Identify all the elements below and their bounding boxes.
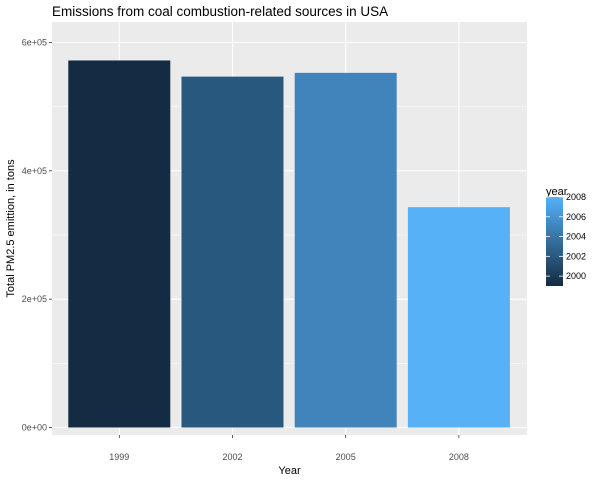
bars bbox=[68, 60, 510, 428]
legend: year 2000 2002 2004 2006 2008 bbox=[546, 186, 586, 286]
bar-2005 bbox=[294, 72, 397, 428]
bar-2008 bbox=[407, 207, 510, 428]
x-axis: 1999 2002 2005 2008 bbox=[109, 435, 469, 462]
legend-title: year bbox=[546, 186, 568, 198]
legend-tick-label: 2004 bbox=[566, 232, 586, 242]
x-axis-title: Year bbox=[278, 465, 301, 477]
legend-ticks: 2000 2002 2004 2006 2008 bbox=[546, 192, 586, 281]
y-tick-label: 0e+00 bbox=[22, 423, 47, 433]
y-axis: 0e+00 2e+05 4e+05 6e+05 bbox=[22, 38, 52, 433]
bar-1999 bbox=[68, 60, 171, 428]
legend-tick-label: 2002 bbox=[566, 251, 586, 261]
y-axis-title: Total PM2.5 emittion, in tons bbox=[5, 159, 17, 298]
legend-tick-label: 2008 bbox=[566, 192, 586, 202]
y-tick-label: 6e+05 bbox=[22, 38, 47, 48]
x-tick-label: 2002 bbox=[222, 452, 242, 462]
y-tick-label: 4e+05 bbox=[22, 166, 47, 176]
y-tick-label: 2e+05 bbox=[22, 294, 47, 304]
x-tick-label: 2005 bbox=[336, 452, 356, 462]
legend-tick-label: 2006 bbox=[566, 212, 586, 222]
x-tick-label: 2008 bbox=[449, 452, 469, 462]
x-tick-label: 1999 bbox=[109, 452, 129, 462]
legend-tick-label: 2000 bbox=[566, 271, 586, 281]
legend-colorbar bbox=[546, 197, 563, 286]
chart-title: Emissions from coal combustion-related s… bbox=[52, 4, 388, 19]
bar-2002 bbox=[181, 76, 284, 428]
